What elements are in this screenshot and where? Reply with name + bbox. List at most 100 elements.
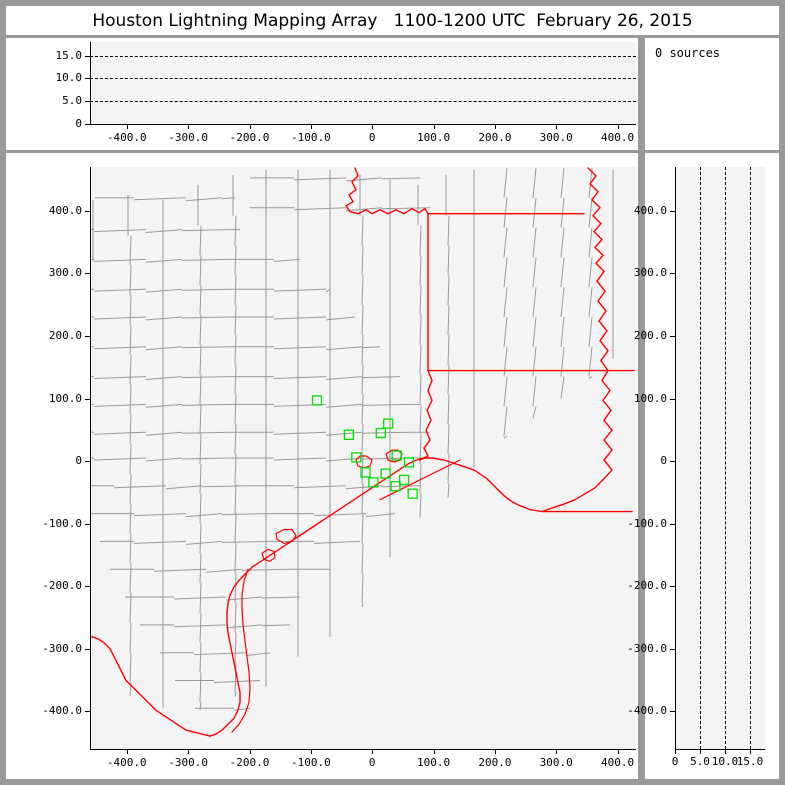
right-panel-y-tick-label: 200.0 (633, 328, 667, 342)
county-border (145, 288, 183, 293)
county-border (532, 346, 537, 377)
map-x-tick-label: 100.0 (416, 756, 451, 769)
county-border (145, 229, 183, 233)
lma-station-marker[interactable] (311, 395, 323, 406)
map-x-tick-label: 200.0 (478, 756, 512, 769)
county-border (181, 288, 231, 291)
map-graphic (90, 167, 636, 749)
lma-station-marker[interactable] (368, 477, 379, 488)
top-panel-x-tick (494, 124, 496, 129)
lma-station-marker[interactable] (403, 457, 415, 468)
map-plot-area[interactable] (90, 167, 636, 749)
main-map-panel[interactable]: 400.0 300.0 200.0 100.0 0 -100.0 -200.0 -300.0 -… (6, 153, 638, 779)
top-panel-x-tick-label: 100.0 (416, 131, 451, 144)
map-y-tick (85, 586, 90, 588)
county-border (313, 513, 367, 517)
county-border (199, 583, 202, 613)
county-border (503, 287, 508, 318)
county-border (234, 305, 237, 335)
lma-station-marker[interactable] (390, 481, 401, 492)
county-border (419, 374, 422, 405)
right-panel-y-tick-label: -300.0 (627, 641, 667, 655)
county-border (532, 287, 537, 318)
county-border (361, 573, 364, 604)
sabine-river (419, 369, 433, 461)
county-border (273, 376, 327, 379)
lma-station-markers[interactable] (311, 395, 418, 499)
galveston-bay-shore (379, 459, 461, 501)
lma-station-marker[interactable] (391, 450, 402, 461)
county-border (129, 563, 132, 594)
county-border (419, 225, 422, 256)
county-border (181, 346, 231, 349)
lma-station-marker[interactable] (398, 474, 410, 486)
map-y-tick-label: -400.0 (42, 704, 82, 718)
county-border (221, 540, 271, 543)
right-panel-y-axis (675, 167, 676, 749)
map-y-tick-label: 0 (75, 454, 82, 468)
county-border (419, 493, 422, 518)
county-border (133, 197, 187, 201)
county-border (199, 493, 202, 524)
page-title: Houston Lightning Mapping Array 1100-120… (92, 10, 693, 31)
county-border (447, 275, 450, 306)
county-border (133, 513, 187, 517)
map-y-tick (85, 210, 90, 212)
top-panel-gridline (90, 78, 636, 80)
county-border (261, 624, 291, 627)
right-plot-area[interactable] (675, 167, 765, 749)
mississippi-louisiana-coast (541, 167, 633, 513)
county-border (93, 229, 147, 233)
county-border (560, 316, 565, 347)
title-bar: Houston Lightning Mapping Array 1100-120… (6, 6, 779, 35)
county-border (503, 435, 508, 439)
county-border (532, 376, 537, 407)
map-y-tick-label: 200.0 (48, 328, 82, 342)
map-y-tick (85, 648, 90, 650)
lma-station-marker[interactable] (407, 488, 418, 499)
map-x-axis (90, 749, 636, 750)
county-border (273, 288, 327, 292)
right-panel-x-tick-label: 15.0 (736, 755, 764, 768)
county-border (205, 568, 243, 573)
county-border (145, 431, 183, 436)
county-border (234, 394, 237, 425)
right-height-panel[interactable]: 400.0 300.0 200.0 100.0 0 -100.0 -200.0 -300.0 -… (627, 153, 779, 779)
lma-station-marker[interactable] (383, 418, 394, 429)
county-border (93, 258, 147, 262)
map-x-tick-label: -100.0 (290, 756, 331, 769)
county-border (234, 602, 237, 633)
county-border (234, 275, 237, 306)
county-border (361, 424, 364, 455)
county-border (129, 473, 132, 504)
county-border (225, 596, 263, 601)
county-border (361, 245, 364, 276)
top-panel-x-tick (556, 124, 558, 129)
lma-station-marker[interactable] (351, 452, 362, 463)
right-panel-x-tick (750, 749, 751, 754)
top-panel-x-tick-label: 400.0 (601, 131, 635, 144)
county-border (199, 314, 202, 345)
top-panel-y-tick (85, 101, 90, 103)
county-border (199, 434, 202, 465)
top-plot-area[interactable] (90, 42, 636, 124)
top-time-height-panel[interactable]: 0 5.0 10.0 15.0 -400.0 -300.0 -200.0 -100.0 0 100… (6, 38, 638, 150)
top-panel-x-tick (433, 124, 435, 129)
county-border (588, 257, 593, 288)
map-x-tick-label: -300.0 (168, 756, 209, 769)
top-panel-x-tick (249, 124, 251, 129)
county-border (345, 177, 383, 182)
right-panel-y-tick-label: 400.0 (633, 203, 667, 217)
lma-station-marker[interactable] (343, 429, 355, 440)
lma-station-marker[interactable] (360, 467, 371, 478)
lma-station-marker[interactable] (375, 427, 386, 439)
county-border (361, 364, 364, 395)
county-border (325, 403, 363, 408)
lma-station-marker[interactable] (380, 468, 391, 479)
sources-count-label: 0 sources (655, 46, 721, 60)
county-border (361, 602, 364, 608)
county-border (129, 265, 132, 296)
county-border (447, 394, 450, 425)
right-panel-x-tick-label: 0 (671, 755, 679, 768)
county-border (503, 197, 508, 228)
